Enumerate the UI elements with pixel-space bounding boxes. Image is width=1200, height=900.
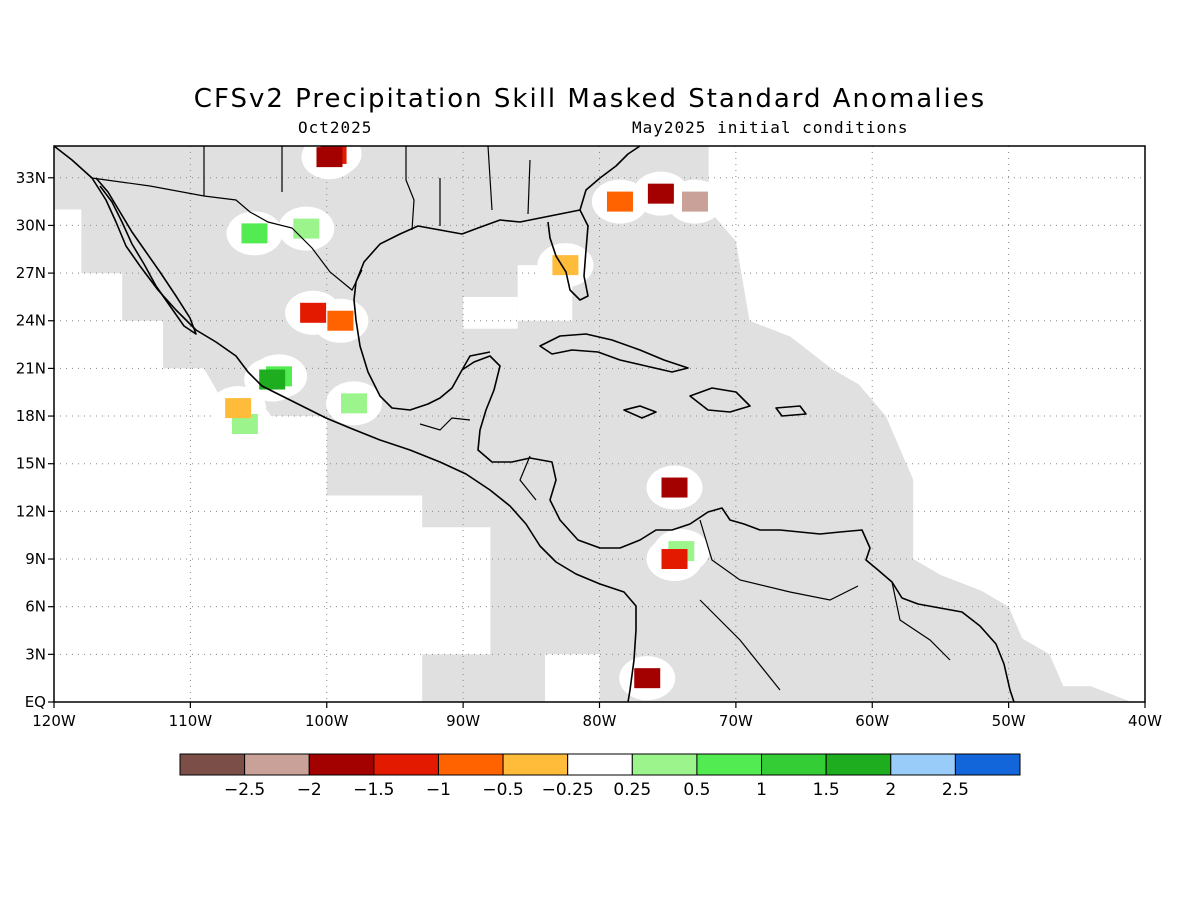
colorbar-swatch [631,753,698,776]
colorbar-swatch [502,753,569,776]
y-tick-label: 33N [16,169,46,187]
y-tick-label: 30N [16,216,46,234]
colorbar-legend: −2.5 −2 −1.5 −1 −0.5 −0.25 0.25 0.5 1 1.5 2 2.5 [179,753,1021,800]
colorbar-swatch [308,753,375,776]
anomaly-cell [316,147,343,168]
anomaly-cell [647,183,674,204]
map-axes: 120W 110W 100W 90W 80W 70W 60W 50W 40W EQ 3N 6N 9N 12… [16,169,1162,730]
chart-title: CFSv2 Precipitation Skill Masked Standar… [193,84,987,114]
initial-conditions: May2025 initial conditions [632,118,909,137]
x-tick-label: 110W [169,712,213,730]
anomaly-cell [231,414,258,434]
x-tick-label: 50W [992,712,1026,730]
colorbar-swatch [244,753,310,776]
y-tick-label: 9N [25,550,46,568]
skill-mask-region [54,146,1132,702]
y-tick-label: 15N [16,455,46,473]
y-tick-label: 6N [25,598,46,616]
x-tick-label: 90W [446,712,480,730]
y-tick-label: 3N [25,645,46,663]
anomaly-cell [225,398,252,419]
colorbar-label: 0.25 [613,780,651,800]
colorbar-label: −2.5 [224,780,265,800]
colorbar-swatch [761,753,827,776]
anomaly-cell [241,223,268,244]
anomaly-cell [293,218,320,239]
x-tick-label: 100W [305,712,349,730]
anomaly-cell [327,310,354,331]
colorbar-label: 1 [756,780,767,800]
colorbar-label: −0.5 [482,780,523,800]
x-tick-label: 80W [583,712,617,730]
colorbar-label: 2.5 [942,780,969,800]
anomaly-cell [259,369,286,390]
y-tick-label: 12N [16,502,46,520]
anomaly-cell [341,393,368,414]
colorbar-swatch [954,753,1021,776]
mask-hole [463,296,518,329]
forecast-month: Oct2025 [298,118,373,137]
y-tick-label: 18N [16,407,46,425]
colorbar-label: −1 [426,780,451,800]
anomaly-cell [300,302,327,323]
y-tick-label: EQ [25,693,46,711]
colorbar-swatch [567,753,633,776]
x-tick-label: 60W [855,712,889,730]
anomaly-cell [661,477,688,498]
colorbar-label: 0.5 [683,780,710,800]
colorbar-label: −1.5 [353,780,394,800]
colorbar-label: −2 [297,780,322,800]
x-tick-label: 120W [32,712,76,730]
colorbar-swatch [373,753,439,776]
y-tick-label: 27N [16,264,46,282]
colorbar-swatch [437,753,504,776]
y-tick-label: 21N [16,359,46,377]
anomaly-cell [606,191,633,212]
colorbar-swatch [890,753,956,776]
colorbar-swatch [179,753,246,776]
colorbar-label: 1.5 [813,780,840,800]
colorbar-swatch [696,753,763,776]
x-tick-label: 70W [719,712,753,730]
colorbar-swatch [825,753,892,776]
anomaly-cell [634,668,661,689]
colorbar-label: 2 [885,780,896,800]
political-borders [91,146,951,691]
y-tick-label: 24N [16,312,46,330]
coastline-outlines [54,146,1015,702]
anomaly-cell [681,191,708,212]
colorbar-label: −0.25 [542,780,594,800]
anomaly-cell [661,549,688,570]
x-tick-label: 40W [1128,712,1162,730]
